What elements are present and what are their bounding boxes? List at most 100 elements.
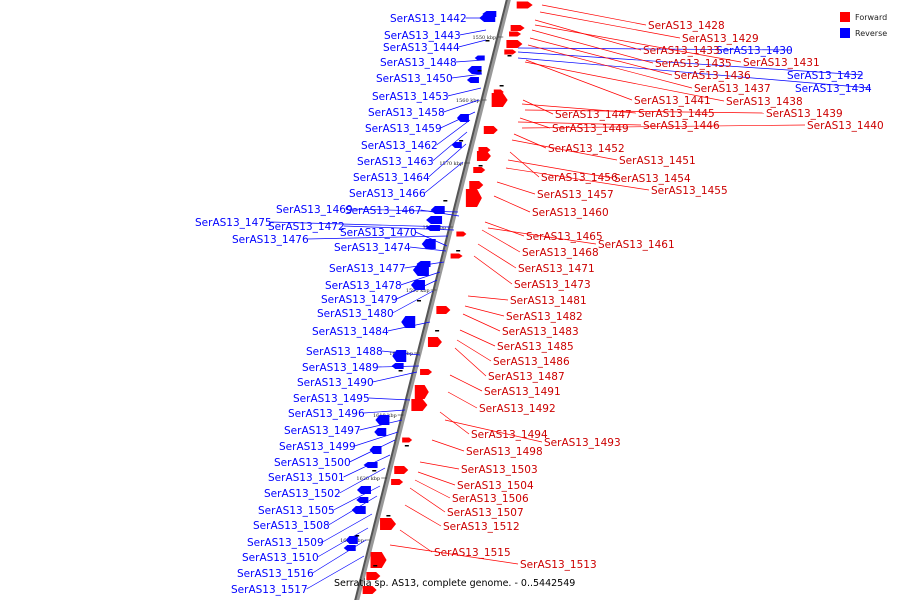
reverse-gene-label: SerAS13_1497 xyxy=(284,425,361,437)
reverse-gene-glyph xyxy=(375,415,390,425)
reverse-gene-connector xyxy=(436,119,471,146)
forward-gene-connector xyxy=(517,121,642,126)
forward-gene-glyph xyxy=(380,518,397,530)
forward-gene-glyph xyxy=(370,552,387,568)
forward-gene-label: SerAS13_1468 xyxy=(522,247,599,259)
forward-gene-connector xyxy=(456,339,492,362)
reverse-gene-glyph xyxy=(351,506,366,514)
forward-gene-connector xyxy=(431,439,465,452)
forward-gene-connector xyxy=(527,44,693,89)
reverse-gene-connector xyxy=(440,111,476,129)
reverse-gene-glyph xyxy=(451,142,462,148)
reverse-gene-connector xyxy=(372,371,418,383)
reverse-gene-label: SerAS13_1500 xyxy=(274,457,351,469)
reverse-gene-glyph xyxy=(345,536,358,544)
forward-gene-connector xyxy=(529,37,673,76)
gene-marker xyxy=(417,300,422,302)
forward-gene-label: SerAS13_1471 xyxy=(518,263,595,275)
forward-gene-label: SerAS13_1481 xyxy=(510,295,587,307)
forward-gene-connector xyxy=(439,411,470,435)
legend: Forward Reverse xyxy=(840,9,887,41)
reverse-gene-glyph xyxy=(412,264,429,276)
reverse-gene-connector xyxy=(424,161,464,194)
forward-gene-label: SerAS13_1445 xyxy=(638,108,715,120)
forward-gene-connector xyxy=(464,305,505,317)
reverse-gene-connector xyxy=(317,527,369,558)
forward-gene-label: SerAS13_1493 xyxy=(544,437,621,449)
forward-gene-label: SerAS13_1515 xyxy=(434,547,511,559)
forward-gene-label: SerAS13_1473 xyxy=(514,279,591,291)
forward-gene-connector xyxy=(404,504,442,527)
forward-gene-glyph xyxy=(510,25,525,31)
reverse-gene-label: SerAS13_1450 xyxy=(376,73,453,85)
forward-gene-label: SerAS13_1452 xyxy=(548,143,625,155)
reverse-gene-connector xyxy=(349,439,396,463)
reverse-gene-connector xyxy=(451,73,483,79)
gene-marker xyxy=(477,70,482,72)
reverse-gene-connector xyxy=(270,221,451,228)
forward-gene-glyph xyxy=(420,369,433,375)
reverse-gene-label: SerAS13_1490 xyxy=(297,377,374,389)
reverse-gene-connector xyxy=(377,365,420,368)
reverse-gene-label: SerAS13_1477 xyxy=(329,263,406,275)
gene-marker xyxy=(372,470,377,472)
forward-gene-label: SerAS13_1456 xyxy=(541,172,618,184)
legend-forward-label: Forward xyxy=(855,12,888,22)
forward-gene-connector xyxy=(454,347,487,377)
forward-gene-glyph xyxy=(427,337,442,347)
reverse-gene-label: SerAS13_1466 xyxy=(349,188,426,200)
reverse-gene-label: SerAS13_1453 xyxy=(372,91,449,103)
reverse-gene-glyph xyxy=(356,486,371,494)
reverse-gene-connector xyxy=(306,555,365,590)
forward-gene-label: SerAS13_1438 xyxy=(726,96,803,108)
forward-gene-label: SerAS13_1512 xyxy=(443,521,520,533)
forward-gene-glyph xyxy=(436,306,451,314)
forward-gene-glyph xyxy=(402,437,413,443)
axis-tick-label: 1550 kbp xyxy=(473,35,497,41)
reverse-gene-label: SerAS13_1442 xyxy=(390,13,467,25)
gene-marker xyxy=(435,330,440,332)
legend-forward: Forward xyxy=(840,9,887,25)
forward-gene-label: SerAS13_1486 xyxy=(493,356,570,368)
forward-gene-label: SerAS13_1494 xyxy=(471,429,548,441)
reverse-gene-connector xyxy=(458,39,487,48)
forward-gene-glyph xyxy=(516,1,533,9)
reverse-gene-label: SerAS13_1463 xyxy=(357,156,434,168)
forward-gene-label: SerAS13_1498 xyxy=(466,446,543,458)
forward-gene-label: SerAS13_1460 xyxy=(532,207,609,219)
forward-gene-label: SerAS13_1429 xyxy=(682,33,759,45)
forward-gene-label: SerAS13_1455 xyxy=(651,185,728,197)
forward-gene-glyph xyxy=(411,399,428,411)
forward-gene-glyph xyxy=(506,40,523,48)
gene-marker xyxy=(478,165,483,167)
reverse-gene-connector xyxy=(409,246,447,252)
forward-gene-connector xyxy=(414,479,451,499)
forward-gene-connector xyxy=(507,159,613,179)
reverse-gene-glyph xyxy=(363,462,378,468)
forward-gene-connector xyxy=(534,24,742,63)
reverse-gene-connector xyxy=(343,454,391,478)
forward-gene-label: SerAS13_1507 xyxy=(447,507,524,519)
reverse-gene-label: SerAS13_1501 xyxy=(268,472,345,484)
reverse-gene-label: SerAS13_1448 xyxy=(380,57,457,69)
reverse-gene-connector xyxy=(322,513,373,543)
reverse-gene-label: SerAS13_1510 xyxy=(242,552,319,564)
forward-gene-connector xyxy=(519,117,551,129)
reverse-gene-label: SerAS13_1430 xyxy=(716,45,793,57)
reverse-gene-label: SerAS13_1478 xyxy=(325,280,402,292)
forward-gene-glyph xyxy=(491,93,508,107)
legend-reverse: Reverse xyxy=(840,25,887,41)
reverse-gene-connector xyxy=(432,131,468,162)
forward-gene-glyph xyxy=(394,466,409,474)
reverse-gene-label: SerAS13_1495 xyxy=(293,393,370,405)
reverse-gene-label: SerAS13_1517 xyxy=(231,584,308,596)
forward-gene-connector xyxy=(505,167,650,191)
gene-marker xyxy=(355,535,360,537)
forward-gene-connector xyxy=(484,221,525,237)
reverse-gene-glyph xyxy=(426,216,443,224)
forward-gene-label: SerAS13_1428 xyxy=(648,20,725,32)
reverse-gene-glyph xyxy=(467,66,482,74)
forward-gene-connector xyxy=(534,19,642,51)
